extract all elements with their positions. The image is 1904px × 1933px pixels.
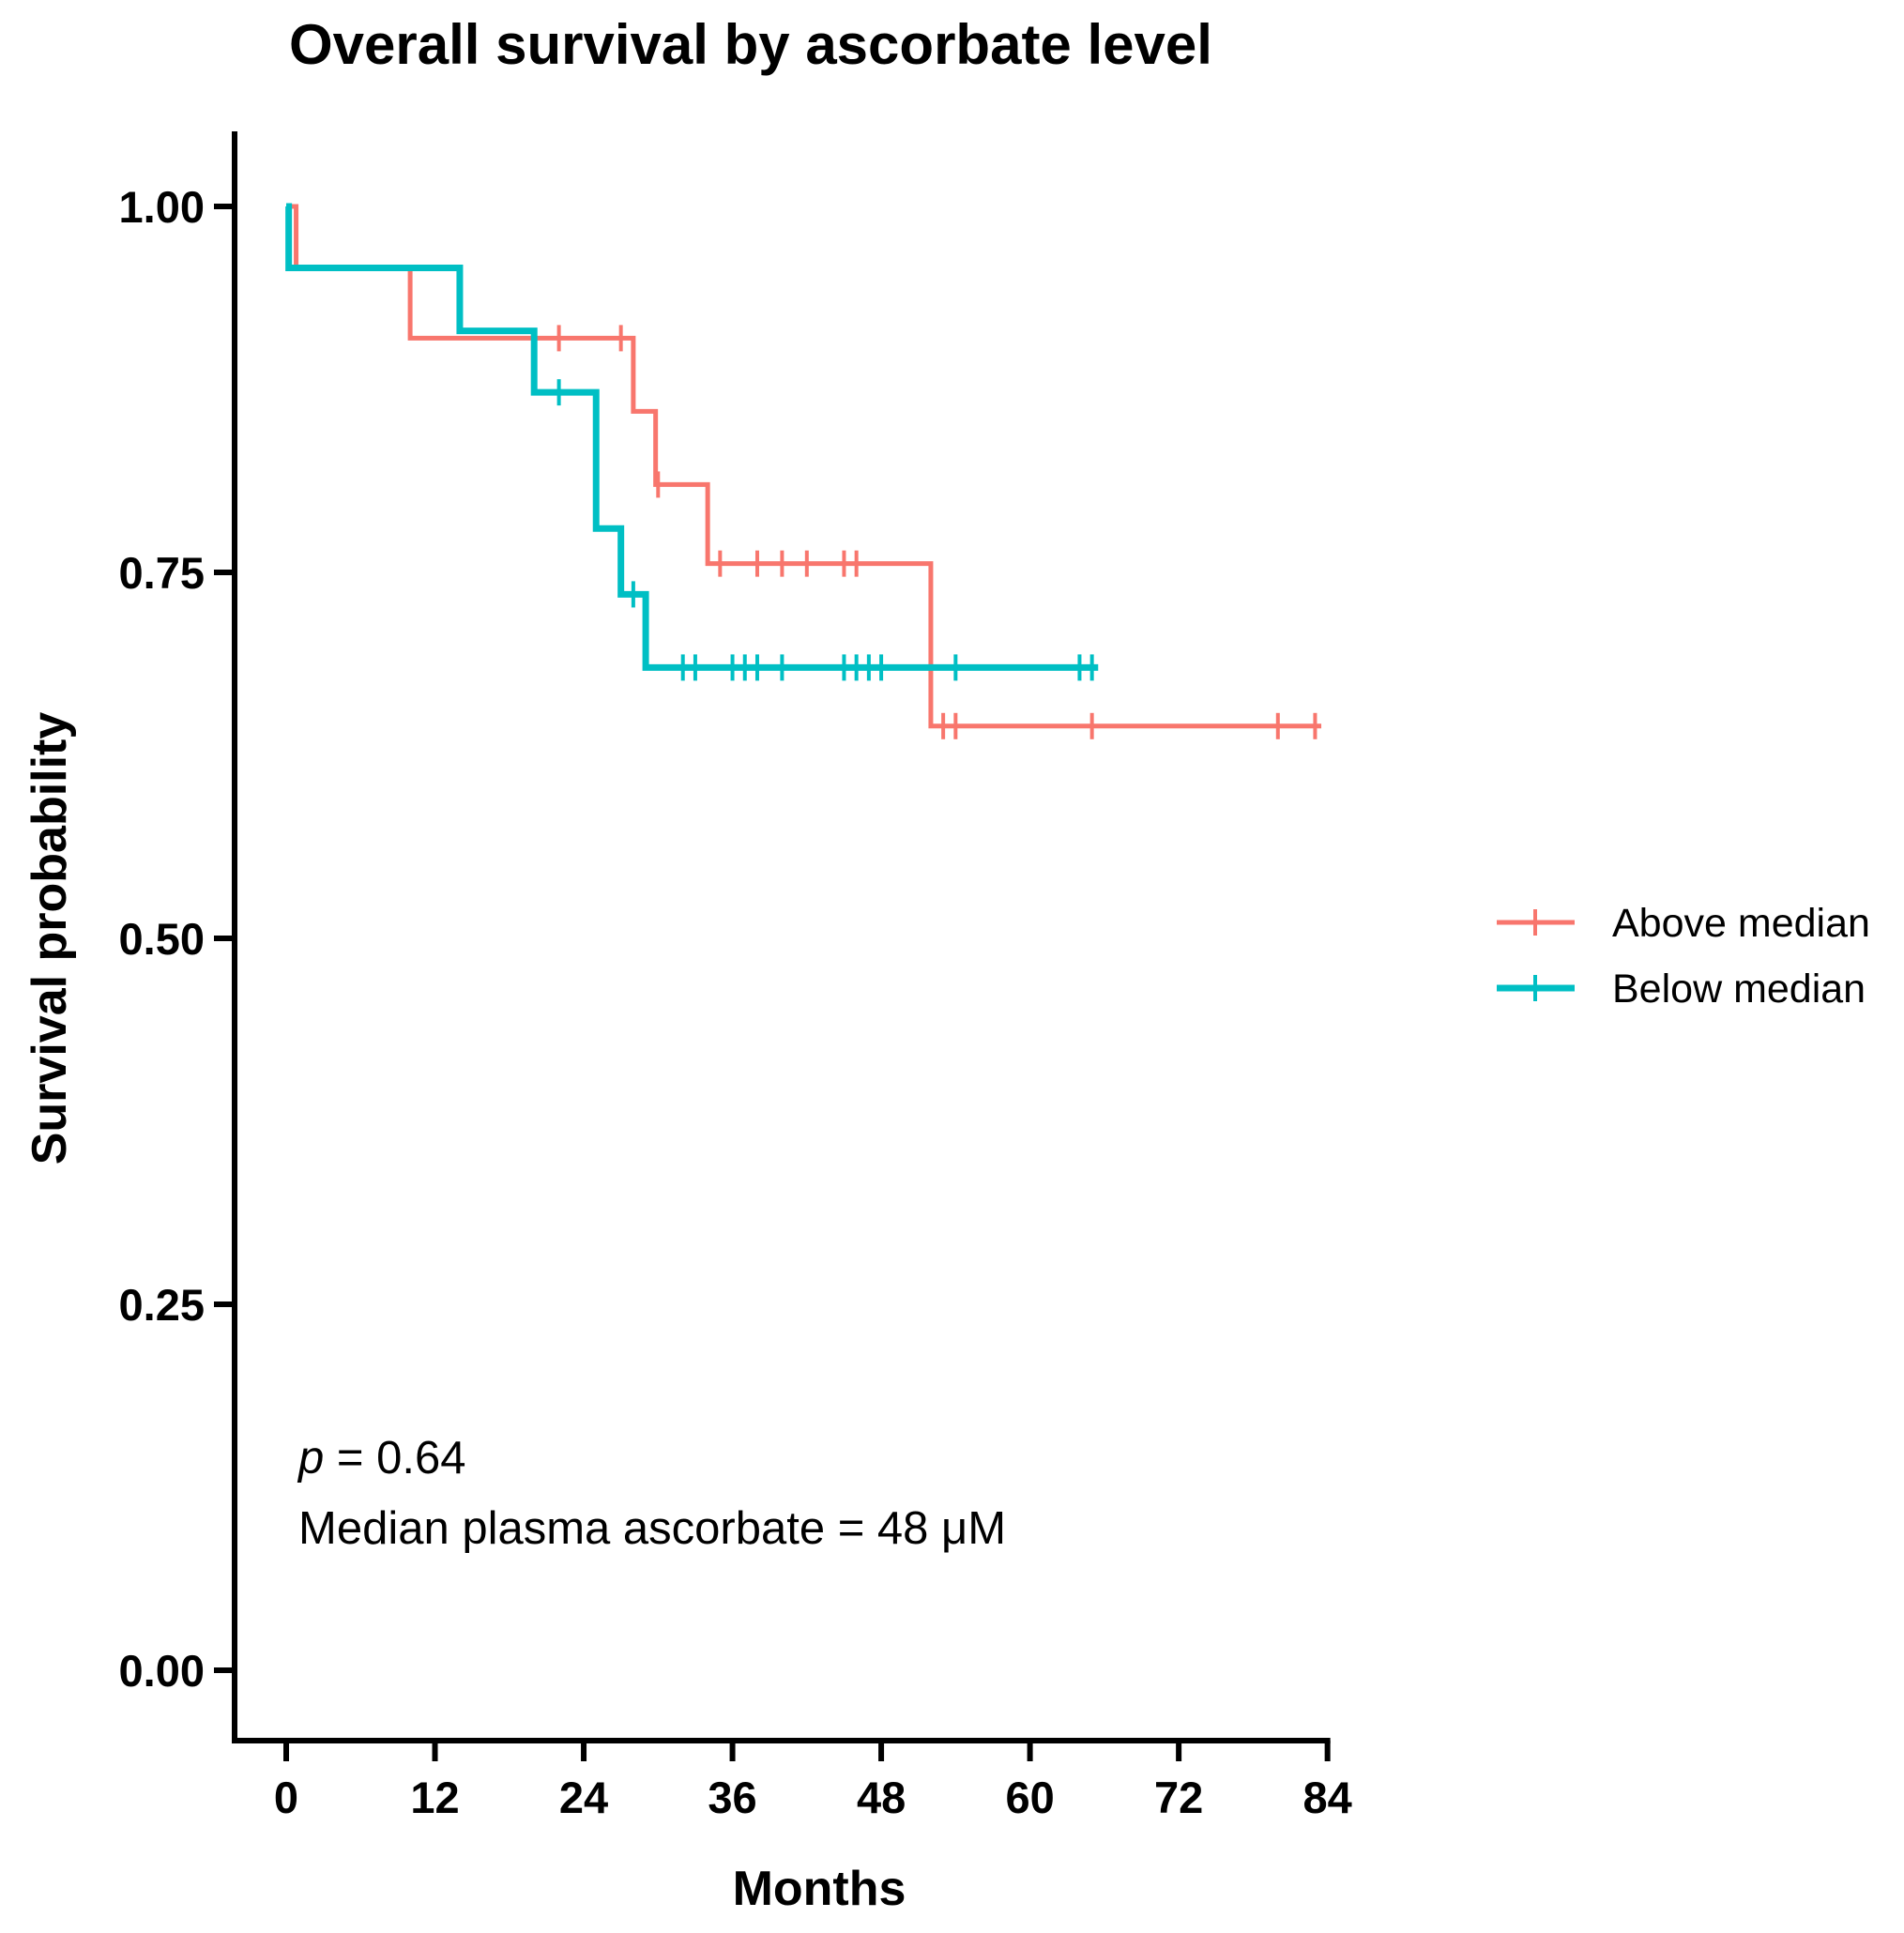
x-tick-label: 60 xyxy=(1005,1773,1054,1822)
survival-curve-above-median xyxy=(286,204,1322,729)
legend-item-below-median: Below median xyxy=(1497,966,1866,1012)
x-tick-label: 0 xyxy=(274,1773,298,1822)
y-axis-label: Survival probability xyxy=(23,712,77,1165)
axes: 0.00 0.25 0.50 0.75 1.00 0 12 24 36 48 60 72 84 xyxy=(119,131,1352,1822)
median-annotation: Median plasma ascorbate = 48 μM xyxy=(298,1503,1006,1554)
chart-title: Overall survival by ascorbate level xyxy=(289,13,1212,76)
y-tick-label: 0.25 xyxy=(119,1280,205,1330)
p-label: p xyxy=(297,1433,324,1484)
legend: Above median Below median xyxy=(1497,901,1870,1012)
y-tick-label: 1.00 xyxy=(119,182,205,232)
x-tick-label: 48 xyxy=(857,1773,906,1822)
x-tick-label: 72 xyxy=(1154,1773,1203,1822)
series-layer xyxy=(285,203,1322,739)
survival-curve-below-median xyxy=(285,203,1099,671)
p-value: = 0.64 xyxy=(324,1433,465,1484)
legend-label: Above median xyxy=(1612,901,1870,946)
y-tick-label: 0.00 xyxy=(119,1646,205,1696)
y-tick-label: 0.50 xyxy=(119,914,205,964)
legend-item-above-median: Above median xyxy=(1497,901,1870,946)
y-tick-label: 0.75 xyxy=(119,548,205,598)
series-above-median xyxy=(286,204,1322,739)
series-below-median xyxy=(285,203,1099,681)
p-value-annotation: p = 0.64 xyxy=(297,1433,465,1484)
x-tick-label: 36 xyxy=(708,1773,756,1822)
legend-label: Below median xyxy=(1612,966,1866,1012)
x-tick-label: 84 xyxy=(1302,1773,1351,1822)
x-tick-label: 24 xyxy=(559,1773,608,1822)
x-tick-label: 12 xyxy=(410,1773,459,1822)
x-axis-label: Months xyxy=(733,1862,906,1916)
